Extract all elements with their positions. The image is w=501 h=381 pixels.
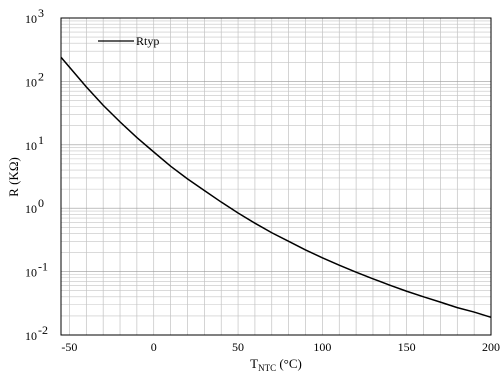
y-tick-label: 10 <box>25 75 37 89</box>
x-axis-title-main: T <box>250 356 258 371</box>
x-tick-labels: -50 0 50 100 150 200 <box>61 340 500 354</box>
y-tick-label: 10 <box>25 329 37 343</box>
y-tick-exponent: -2 <box>38 323 48 337</box>
legend: Rtyp <box>98 34 159 48</box>
y-tick-exponent: 0 <box>38 196 44 210</box>
series-line-rtyp <box>60 56 492 319</box>
x-tick-label: 150 <box>398 340 416 354</box>
x-tick-label: 200 <box>482 340 500 354</box>
y-tick-exponent: 2 <box>38 69 44 83</box>
x-axis-title-unit: (°C) <box>276 356 302 371</box>
x-tick-label: 0 <box>151 340 157 354</box>
series-layer <box>60 56 492 319</box>
legend-label-rtyp: Rtyp <box>136 34 159 48</box>
grid <box>61 18 492 336</box>
x-tick-label: 50 <box>232 340 244 354</box>
y-tick-label: 10 <box>25 12 37 26</box>
y-tick-exponent: -1 <box>38 260 48 274</box>
y-tick-label: 10 <box>25 139 37 153</box>
x-tick-label: 100 <box>313 340 331 354</box>
x-axis-title-sub: NTC <box>258 363 276 373</box>
y-tick-label: 10 <box>25 202 37 216</box>
x-tick-label: -50 <box>61 340 77 354</box>
x-axis-title: TNTC (°C) <box>250 356 302 373</box>
y-tick-label: 10 <box>25 266 37 280</box>
y-axis-title: R (KΩ) <box>6 157 21 197</box>
plot-frame <box>60 17 492 336</box>
y-tick-exponent: 3 <box>38 6 44 20</box>
y-tick-exponent: 1 <box>38 133 44 147</box>
